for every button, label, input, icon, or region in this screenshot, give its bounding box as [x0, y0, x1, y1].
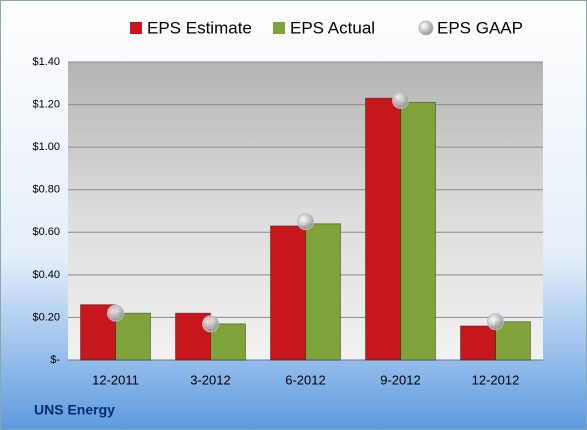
legend-label: EPS GAAP [437, 18, 523, 37]
bar [400, 101, 436, 361]
gaap-point [202, 315, 219, 333]
y-tick-label: $0.60 [32, 226, 60, 238]
x-tick-label: 3-2012 [190, 372, 230, 387]
x-tick-label: 12-2011 [92, 372, 139, 387]
legend-label: EPS Actual [290, 18, 375, 37]
y-tick-label: $1.00 [32, 141, 60, 153]
bar [270, 225, 306, 361]
bar [115, 312, 151, 361]
legend-swatch [273, 22, 285, 34]
legend-label: EPS Estimate [147, 18, 252, 37]
gaap-point [107, 304, 124, 322]
y-tick-label: $1.20 [32, 98, 60, 110]
y-tick-label: $- [50, 354, 60, 366]
y-tick-label: $0.80 [32, 184, 60, 196]
gaap-point [392, 91, 409, 109]
legend-swatch [130, 22, 142, 34]
bar [495, 321, 531, 361]
gaap-point [487, 313, 504, 331]
caption: UNS Energy [34, 402, 115, 418]
bar [460, 325, 496, 361]
y-tick-label: $0.40 [32, 269, 60, 281]
gaap-point [297, 213, 314, 231]
bar [365, 97, 401, 361]
y-tick-label: $0.20 [32, 311, 60, 323]
legend-swatch [418, 20, 434, 36]
bar [305, 223, 341, 361]
x-tick-label: 9-2012 [380, 372, 420, 387]
x-tick-label: 12-2012 [472, 372, 520, 387]
x-tick-label: 6-2012 [285, 372, 325, 387]
y-tick-label: $1.40 [32, 56, 60, 68]
